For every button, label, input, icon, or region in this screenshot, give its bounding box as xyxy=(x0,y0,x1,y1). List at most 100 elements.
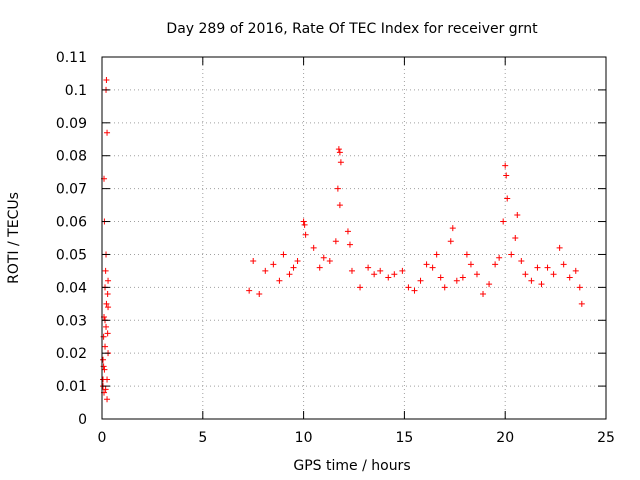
data-point xyxy=(102,267,109,274)
data-point xyxy=(262,267,269,274)
data-point xyxy=(560,261,567,268)
data-point xyxy=(518,258,525,265)
data-point xyxy=(514,211,521,218)
data-point xyxy=(423,261,430,268)
data-point xyxy=(103,300,110,307)
data-point xyxy=(417,277,424,284)
data-point xyxy=(544,264,551,271)
data-point xyxy=(459,274,466,281)
data-point xyxy=(346,241,353,248)
data-point xyxy=(246,287,253,294)
data-point xyxy=(492,261,499,268)
data-point xyxy=(290,264,297,271)
data-point xyxy=(316,264,323,271)
data-point xyxy=(300,218,307,225)
data-point xyxy=(508,251,515,258)
data-point xyxy=(280,251,287,258)
data-point xyxy=(337,159,344,166)
y-tick-label: 0.02 xyxy=(56,346,87,362)
data-point xyxy=(534,264,541,271)
data-point xyxy=(572,267,579,274)
data-point xyxy=(105,304,112,311)
y-tick-label: 0.04 xyxy=(56,280,87,296)
data-point xyxy=(502,162,509,169)
data-point xyxy=(310,244,317,251)
data-point xyxy=(104,376,111,383)
plot-border xyxy=(101,56,607,420)
data-point xyxy=(522,271,529,278)
x-tick-label: 5 xyxy=(198,430,207,446)
data-point xyxy=(433,251,440,258)
data-point xyxy=(270,261,277,268)
data-point xyxy=(503,172,510,179)
x-tick-label: 0 xyxy=(98,430,107,446)
data-point xyxy=(256,290,263,297)
data-point xyxy=(102,343,109,350)
data-point xyxy=(302,231,309,238)
x-axis-label: GPS time / hours xyxy=(293,458,410,474)
data-point xyxy=(336,202,343,209)
data-point xyxy=(357,284,364,291)
data-point xyxy=(467,261,474,268)
data-point xyxy=(365,264,372,271)
data-point xyxy=(496,254,503,261)
y-tick-label: 0.01 xyxy=(56,379,87,395)
data-point xyxy=(500,218,507,225)
data-point xyxy=(104,330,111,337)
y-tick-label: 0.08 xyxy=(56,149,87,165)
data-point xyxy=(100,356,107,363)
chart-title: Day 289 of 2016, Rate Of TEC Index for r… xyxy=(166,21,538,37)
data-point xyxy=(437,274,444,281)
data-point xyxy=(504,195,511,202)
data-point xyxy=(276,277,283,284)
data-point xyxy=(538,281,545,288)
data-point xyxy=(556,244,563,251)
data-point xyxy=(104,129,111,136)
y-tick-label: 0.09 xyxy=(56,116,87,132)
y-tick-labels: 0 0.01 0.02 0.03 0.04 0.05 0.06 0.07 0.08 0.09 0.1… xyxy=(56,50,87,428)
data-point xyxy=(286,271,293,278)
data-point xyxy=(371,271,378,278)
data-point xyxy=(447,238,454,245)
data-point xyxy=(391,271,398,278)
data-point xyxy=(473,271,480,278)
data-point xyxy=(335,146,342,153)
x-tick-label: 20 xyxy=(496,430,514,446)
data-point xyxy=(578,300,585,307)
x-tick-label: 10 xyxy=(295,430,313,446)
data-point xyxy=(105,277,112,284)
y-tick-label: 0.03 xyxy=(56,313,87,329)
x-tick-label: 25 xyxy=(597,430,615,446)
data-point xyxy=(104,290,111,297)
y-tick-label: 0.1 xyxy=(65,83,87,99)
data-point xyxy=(449,225,456,232)
data-point xyxy=(550,271,557,278)
data-point xyxy=(336,149,343,156)
data-point xyxy=(576,284,583,291)
y-tick-label: 0.07 xyxy=(56,182,87,198)
x-tick-labels: 0 5 10 15 20 25 xyxy=(98,430,615,446)
data-point xyxy=(103,323,110,330)
y-tick-label: 0.11 xyxy=(56,50,87,66)
data-point xyxy=(344,228,351,235)
data-point xyxy=(411,287,418,294)
data-point xyxy=(102,386,109,393)
data-point xyxy=(453,277,460,284)
x-tick-label: 15 xyxy=(395,430,413,446)
data-point xyxy=(566,274,573,281)
data-point xyxy=(528,277,535,284)
data-point xyxy=(348,267,355,274)
data-point xyxy=(463,251,470,258)
data-point xyxy=(250,258,257,265)
data-point xyxy=(512,235,519,241)
y-axis-label: ROTI / TECUs xyxy=(6,192,22,284)
data-point xyxy=(480,290,487,297)
data-point xyxy=(103,77,110,84)
data-point xyxy=(301,221,308,228)
data-point xyxy=(294,258,301,265)
data-point xyxy=(377,267,384,274)
data-point xyxy=(441,284,448,291)
data-point xyxy=(104,396,111,403)
data-point xyxy=(486,281,493,288)
